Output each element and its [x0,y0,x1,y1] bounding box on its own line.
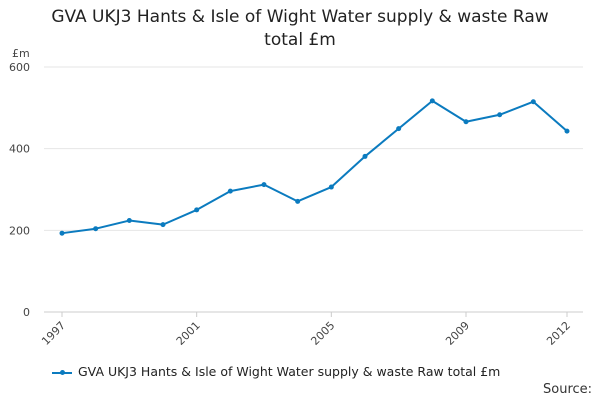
data-point-1999 [126,218,132,224]
data-point-1998 [93,226,99,232]
y-axis-label: £m [12,47,30,60]
data-point-2004 [295,198,301,204]
data-point-2002 [227,188,233,194]
data-point-2005 [328,184,334,190]
chart-title: GVA UKJ3 Hants & Isle of Wight Water sup… [0,6,600,52]
data-point-2011 [530,99,536,105]
series-line-0 [61,99,568,235]
legend-swatch [52,369,72,375]
data-point-2001 [194,207,200,213]
chart-legend: GVA UKJ3 Hants & Isle of Wight Water sup… [52,364,500,379]
data-point-2012 [564,128,570,134]
source-label: Source: [543,382,593,397]
y-tick-label-0: 0 [23,306,30,319]
chart-title-line-1: GVA UKJ3 Hants & Isle of Wight Water sup… [51,7,549,27]
x-tick-label-2009: 2009 [443,319,472,348]
chart-title-line-2: total £m [264,30,336,50]
x-tick-label-2012: 2012 [544,319,573,348]
x-tick-label-2005: 2005 [308,319,337,348]
y-tick-label-600: 600 [9,61,30,74]
data-point-2006 [362,153,368,159]
data-point-2003 [261,182,267,188]
legend-label: GVA UKJ3 Hants & Isle of Wight Water sup… [78,364,501,379]
data-point-2010 [497,112,503,118]
data-point-2009 [463,119,469,125]
x-tick-label-1997: 1997 [39,319,68,348]
data-point-1997 [59,230,65,236]
y-tick-label-400: 400 [9,143,30,156]
data-point-2000 [160,222,166,228]
y-tick-label-200: 200 [9,224,30,237]
data-point-2007 [396,126,402,132]
data-point-2008 [429,98,435,104]
x-tick-label-2001: 2001 [174,319,203,348]
